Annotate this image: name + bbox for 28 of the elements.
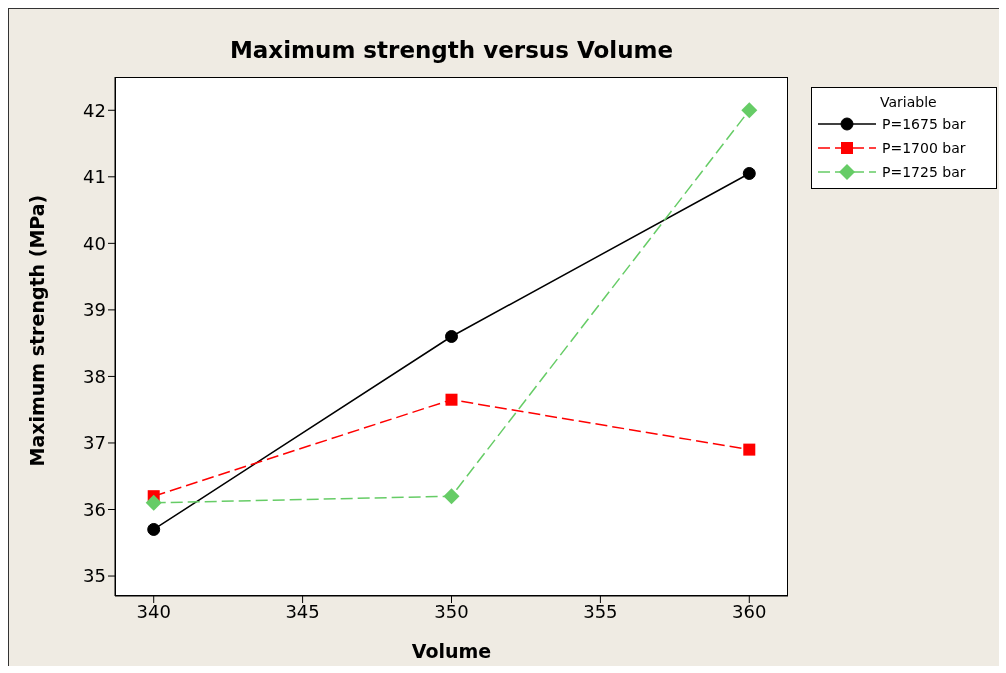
point: [741, 102, 758, 119]
point: [743, 443, 756, 456]
y-tick-label: 35: [83, 565, 106, 587]
x-axis-title: Volume: [411, 640, 492, 662]
x-tick-label: 345: [285, 600, 320, 622]
legend-label: P=1725 bar: [882, 164, 966, 180]
legend-label: P=1675 bar: [882, 116, 966, 132]
point: [443, 488, 460, 505]
y-tick-label: 42: [83, 99, 106, 121]
y-tick-label: 40: [83, 232, 106, 254]
point: [445, 393, 458, 406]
point: [742, 166, 756, 180]
x-tick-label: 340: [136, 600, 171, 622]
point: [445, 330, 458, 343]
point: [145, 494, 162, 511]
x-tick-label: 350: [434, 600, 469, 622]
y-tick-label: 37: [83, 432, 106, 454]
y-axis-title: Maximum strength (MPa): [25, 194, 48, 467]
x-tick-label: 355: [583, 600, 618, 622]
y-tick-label: 36: [83, 498, 106, 520]
y-tick-label: 41: [83, 166, 106, 188]
y-tick-label: 39: [83, 299, 106, 321]
legend-label: P=1700 bar: [882, 140, 966, 156]
point: [147, 522, 161, 536]
x-tick-label: 360: [732, 600, 767, 622]
legend-title: Variable: [879, 94, 938, 110]
y-tick-label: 38: [83, 365, 106, 387]
chart-title: Maximum strength versus Volume: [228, 37, 675, 63]
